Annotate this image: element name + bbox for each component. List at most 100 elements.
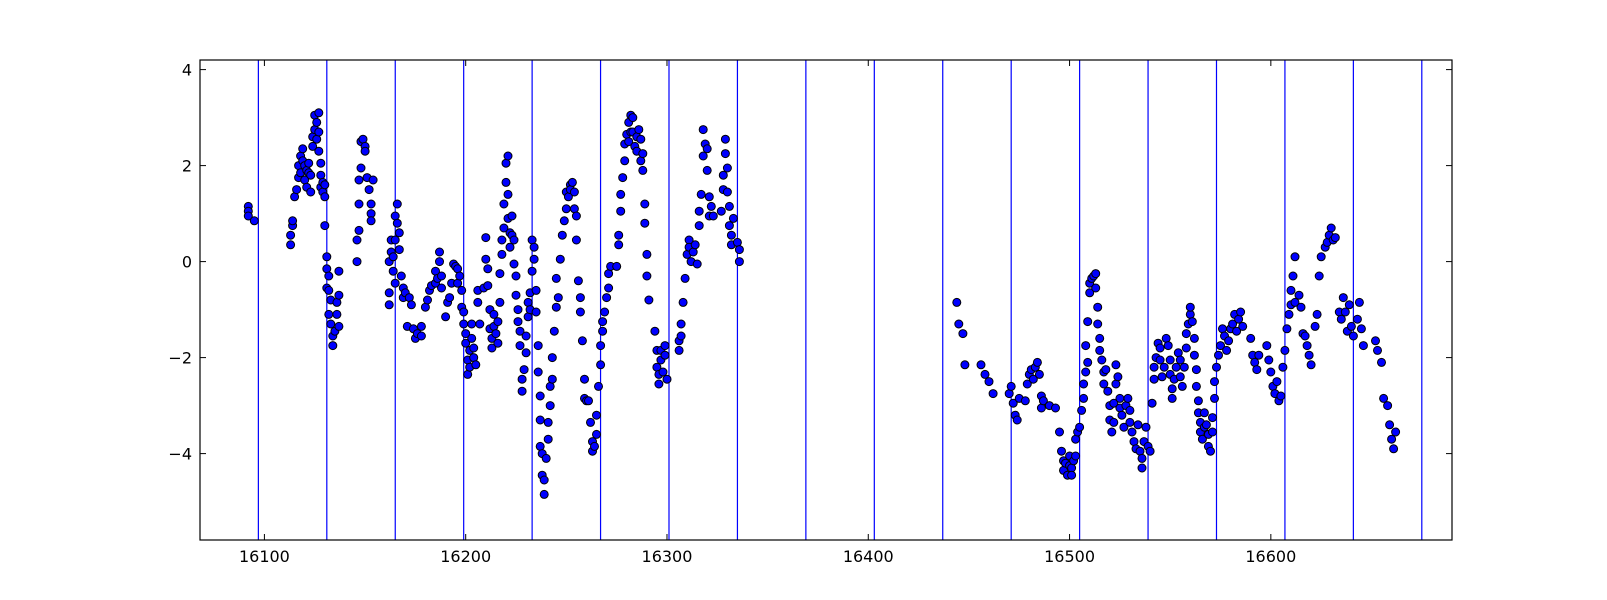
data-point [634, 125, 644, 135]
data-point [481, 233, 491, 243]
data-point [483, 264, 493, 274]
data-point [1022, 379, 1032, 389]
data-point [423, 295, 432, 305]
vertical-lines-group [257, 60, 1423, 540]
data-point [1111, 360, 1121, 370]
data-point [539, 489, 549, 499]
data-point [1276, 391, 1286, 401]
data-point [734, 245, 744, 255]
data-point [1171, 362, 1181, 372]
data-point [1083, 357, 1093, 367]
data-point [499, 199, 509, 209]
data-point [1238, 321, 1248, 331]
data-point [650, 326, 660, 336]
data-point [1028, 374, 1038, 384]
data-point [1352, 314, 1362, 324]
data-point [533, 341, 543, 351]
data-point [360, 146, 370, 156]
data-point [1354, 297, 1364, 307]
data-point [1103, 386, 1113, 396]
plot-frame [199, 59, 1453, 541]
data-point [718, 170, 728, 180]
data-point [1020, 396, 1030, 406]
data-point [654, 379, 664, 389]
data-point [334, 266, 344, 276]
data-point [521, 331, 531, 341]
data-point [1302, 341, 1312, 351]
data-point [722, 163, 732, 173]
y-tick-label: −4 [168, 445, 192, 464]
data-point [551, 273, 561, 283]
data-point [616, 206, 626, 216]
data-point [501, 177, 511, 187]
data-point [334, 290, 344, 300]
data-point [455, 271, 465, 281]
data-point [1091, 283, 1101, 293]
data-point [1280, 345, 1290, 355]
data-point [678, 297, 688, 307]
data-point [352, 257, 362, 267]
data-point [1077, 405, 1087, 415]
data-point [1312, 309, 1322, 319]
data-point [493, 317, 503, 327]
data-point [704, 192, 714, 202]
data-point [698, 151, 708, 161]
data-point [561, 204, 571, 214]
data-point [459, 319, 469, 329]
data-point [1391, 427, 1401, 437]
data-point [1095, 345, 1105, 355]
data-point [497, 249, 507, 259]
data-point [624, 137, 634, 147]
data-point [1057, 446, 1066, 456]
data-point [304, 158, 314, 168]
data-point [1179, 362, 1189, 372]
data-point [553, 293, 563, 303]
data-point [1214, 350, 1223, 360]
data-point [596, 341, 606, 351]
data-point [547, 374, 557, 384]
data-point [1189, 333, 1199, 343]
data-point [1181, 343, 1191, 353]
data-point [495, 269, 505, 279]
data-point [1266, 367, 1276, 377]
data-point [324, 285, 334, 295]
y-tick-labels-group: −4 −2 0 2 4 [168, 61, 192, 464]
data-point [467, 319, 477, 329]
data-point [298, 144, 308, 154]
data-point [473, 297, 483, 307]
data-point [356, 163, 366, 173]
data-point [1133, 420, 1143, 430]
data-point [394, 245, 404, 255]
data-point [1330, 233, 1340, 243]
data-point [1113, 372, 1123, 382]
data-point [1177, 381, 1187, 391]
data-point [368, 175, 378, 185]
data-point [1228, 319, 1238, 329]
data-point [1145, 446, 1155, 456]
data-point [392, 199, 402, 209]
data-point [1264, 355, 1274, 365]
data-point [698, 125, 708, 135]
data-point [952, 297, 962, 307]
data-point [503, 189, 513, 199]
data-point [612, 261, 622, 271]
y-tick-label: 2 [182, 157, 192, 176]
data-point [324, 309, 334, 319]
data-point [1055, 427, 1064, 437]
data-point [594, 381, 603, 391]
data-point [1079, 379, 1089, 389]
data-point [575, 307, 585, 317]
data-point [1278, 362, 1288, 372]
data-point [1157, 372, 1167, 382]
data-point [1208, 413, 1217, 423]
data-point [551, 302, 561, 312]
data-point [314, 108, 324, 118]
data-point [575, 293, 585, 303]
data-point [286, 230, 296, 240]
data-point [384, 288, 394, 298]
data-point [471, 360, 481, 370]
data-point [616, 189, 626, 199]
data-point [1210, 393, 1219, 403]
data-point [1254, 350, 1264, 360]
